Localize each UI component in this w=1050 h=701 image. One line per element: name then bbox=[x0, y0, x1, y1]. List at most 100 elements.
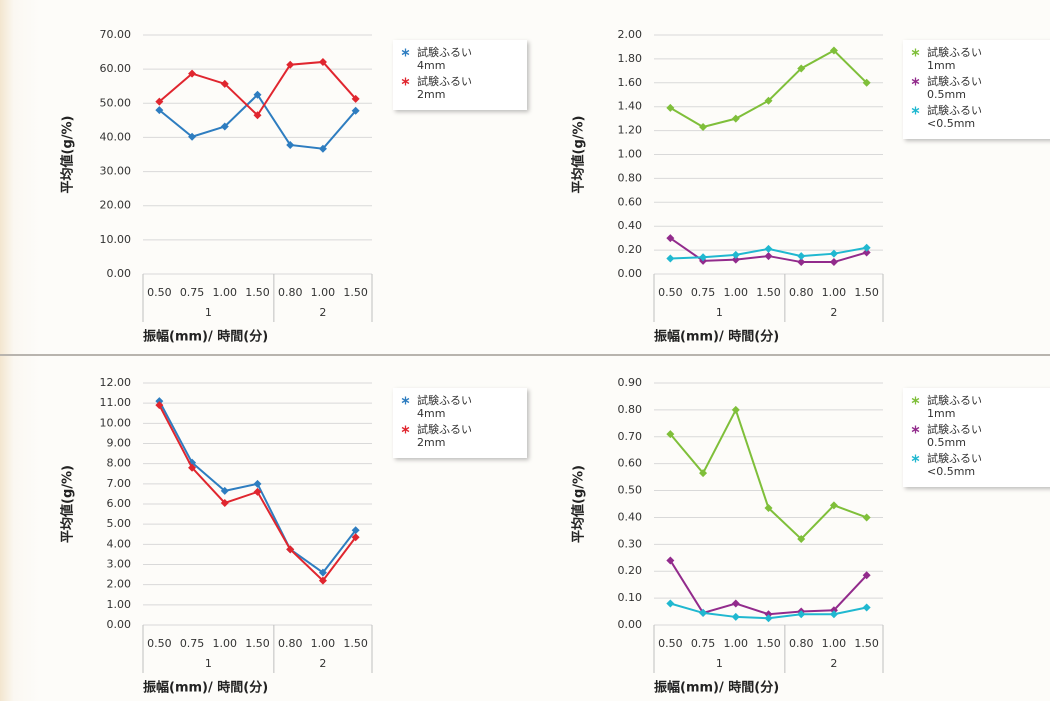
legend-label: 試験ふるい <0.5mm bbox=[927, 104, 982, 130]
marker bbox=[863, 513, 871, 521]
y-tick-label: 1.00 bbox=[107, 598, 132, 611]
x-tick-label: 0.75 bbox=[691, 286, 716, 299]
y-tick-label: 2.00 bbox=[107, 578, 132, 591]
y-tick-label: 0.80 bbox=[618, 171, 643, 184]
x-tick-label: 1.00 bbox=[213, 637, 238, 650]
x-axis-title: 振幅(mm)/ 時間(分) bbox=[143, 680, 268, 696]
legend-label: 試験ふるい 4mm bbox=[417, 394, 472, 420]
legend: 試験ふるい 4mm 試験ふるい 2mm bbox=[393, 40, 527, 110]
x-tick-label: 0.50 bbox=[147, 286, 172, 299]
y-tick-label: 12.00 bbox=[100, 376, 132, 389]
y-tick-label: 10.00 bbox=[100, 233, 132, 246]
x-group-label: 2 bbox=[319, 306, 326, 319]
x-tick-label: 1.50 bbox=[343, 637, 368, 650]
page: 0.0010.0020.0030.0040.0050.0060.0070.000… bbox=[0, 0, 1050, 701]
y-tick-label: 20.00 bbox=[100, 199, 132, 212]
legend-item: 試験ふるい 0.5mm bbox=[911, 423, 1050, 449]
y-tick-label: 0.20 bbox=[618, 243, 643, 256]
y-tick-label: 0.30 bbox=[618, 537, 643, 550]
legend-marker bbox=[911, 454, 920, 463]
y-tick-label: 0.20 bbox=[618, 564, 643, 577]
legend: 試験ふるい 1mm 試験ふるい 0.5mm 試験ふるい <0.5mm bbox=[903, 40, 1050, 139]
y-axis-title: 平均値(g/%) bbox=[571, 465, 587, 543]
series-line bbox=[670, 560, 866, 614]
x-group-label: 1 bbox=[716, 306, 723, 319]
y-tick-label: 11.00 bbox=[100, 396, 132, 409]
legend-marker bbox=[911, 396, 920, 405]
legend-marker bbox=[401, 77, 410, 86]
marker bbox=[732, 406, 740, 414]
marker bbox=[666, 254, 674, 262]
y-axis-title: 平均値(g/%) bbox=[571, 116, 587, 194]
x-tick-label: 0.80 bbox=[278, 637, 303, 650]
legend: 試験ふるい 1mm 試験ふるい 0.5mm 試験ふるい <0.5mm bbox=[903, 388, 1050, 487]
y-tick-label: 9.00 bbox=[107, 437, 132, 450]
legend-marker bbox=[911, 106, 920, 115]
y-tick-label: 0.40 bbox=[618, 219, 643, 232]
legend-label: 試験ふるい 1mm bbox=[927, 46, 982, 72]
legend-marker bbox=[911, 48, 920, 57]
legend-marker bbox=[401, 48, 410, 57]
series-line bbox=[670, 51, 866, 127]
y-tick-label: 0.70 bbox=[618, 430, 643, 443]
marker bbox=[732, 599, 740, 607]
y-tick-label: 0.00 bbox=[107, 618, 132, 631]
legend-marker bbox=[911, 77, 920, 86]
x-tick-label: 1.00 bbox=[822, 286, 847, 299]
marker bbox=[699, 123, 707, 131]
y-tick-label: 1.00 bbox=[618, 148, 643, 161]
x-tick-label: 1.00 bbox=[724, 637, 749, 650]
x-tick-label: 1.00 bbox=[213, 286, 238, 299]
y-tick-label: 1.80 bbox=[618, 52, 643, 65]
marker bbox=[863, 604, 871, 612]
marker bbox=[765, 614, 773, 622]
y-tick-label: 0.10 bbox=[618, 591, 643, 604]
marker bbox=[254, 480, 262, 488]
marker bbox=[765, 245, 773, 253]
x-tick-label: 1.50 bbox=[343, 286, 368, 299]
legend-label: 試験ふるい 1mm bbox=[927, 394, 982, 420]
y-tick-label: 30.00 bbox=[100, 165, 132, 178]
legend-marker bbox=[401, 396, 410, 405]
y-tick-label: 8.00 bbox=[107, 457, 132, 470]
x-group-label: 1 bbox=[205, 657, 212, 670]
x-tick-label: 1.00 bbox=[822, 637, 847, 650]
y-tick-label: 40.00 bbox=[100, 130, 132, 143]
legend-item: 試験ふるい 4mm bbox=[401, 46, 519, 72]
x-tick-label: 0.50 bbox=[658, 286, 683, 299]
y-tick-label: 10.00 bbox=[100, 416, 132, 429]
x-axis-title: 振幅(mm)/ 時間(分) bbox=[143, 329, 268, 345]
marker bbox=[797, 252, 805, 260]
legend-item: 試験ふるい <0.5mm bbox=[911, 452, 1050, 478]
legend-label: 試験ふるい 0.5mm bbox=[927, 423, 982, 449]
x-axis-title: 振幅(mm)/ 時間(分) bbox=[654, 680, 779, 696]
x-tick-label: 0.75 bbox=[180, 637, 205, 650]
marker bbox=[666, 104, 674, 112]
x-tick-label: 0.50 bbox=[147, 637, 172, 650]
x-group-label: 1 bbox=[205, 306, 212, 319]
x-group-label: 2 bbox=[830, 306, 837, 319]
marker bbox=[732, 251, 740, 259]
legend-label: 試験ふるい <0.5mm bbox=[927, 452, 982, 478]
legend-item: 試験ふるい 1mm bbox=[911, 394, 1050, 420]
x-tick-label: 0.75 bbox=[691, 637, 716, 650]
marker bbox=[765, 252, 773, 260]
legend-label: 試験ふるい 0.5mm bbox=[927, 75, 982, 101]
x-tick-label: 1.00 bbox=[311, 286, 336, 299]
x-tick-label: 0.80 bbox=[278, 286, 303, 299]
x-tick-label: 1.00 bbox=[724, 286, 749, 299]
x-tick-label: 0.50 bbox=[658, 637, 683, 650]
legend-item: 試験ふるい 4mm bbox=[401, 394, 519, 420]
y-axis-title: 平均値(g/%) bbox=[60, 465, 76, 543]
marker bbox=[666, 599, 674, 607]
y-tick-label: 0.00 bbox=[107, 267, 132, 280]
legend-label: 試験ふるい 4mm bbox=[417, 46, 472, 72]
y-tick-label: 0.60 bbox=[618, 457, 643, 470]
series-line bbox=[159, 62, 355, 115]
x-group-label: 1 bbox=[716, 657, 723, 670]
marker bbox=[830, 258, 838, 266]
legend-label: 試験ふるい 2mm bbox=[417, 75, 472, 101]
x-tick-label: 1.50 bbox=[756, 286, 781, 299]
y-tick-label: 3.00 bbox=[107, 558, 132, 571]
y-tick-label: 70.00 bbox=[100, 28, 132, 41]
